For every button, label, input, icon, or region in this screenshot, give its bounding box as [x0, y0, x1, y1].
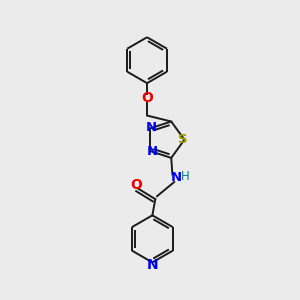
Text: H: H — [180, 170, 189, 183]
Text: O: O — [130, 178, 142, 192]
Text: N: N — [147, 145, 158, 158]
Text: N: N — [146, 121, 157, 134]
Text: O: O — [141, 91, 153, 105]
Text: N: N — [171, 171, 182, 184]
Text: S: S — [178, 133, 188, 146]
Text: N: N — [147, 258, 158, 272]
